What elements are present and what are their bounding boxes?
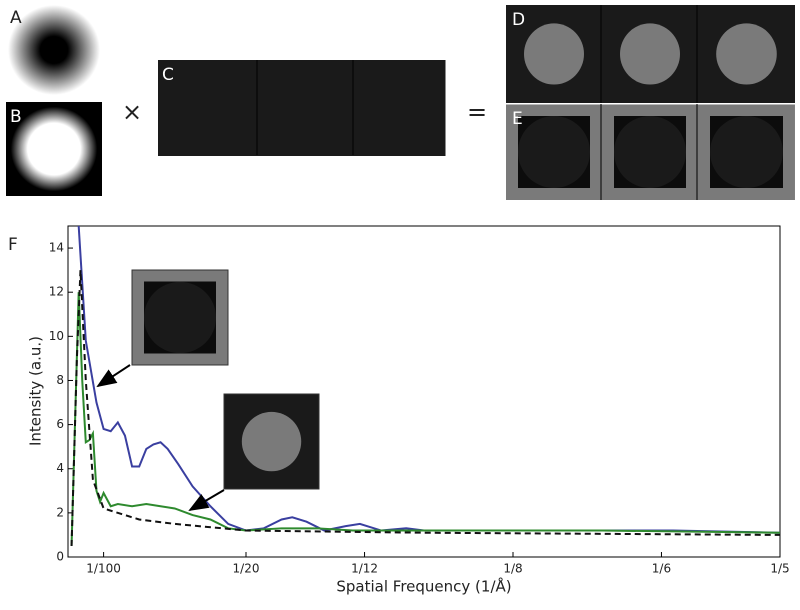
x-tick-label: 1/8	[503, 562, 522, 576]
y-tick-label: 12	[49, 285, 64, 299]
panel-b	[6, 102, 102, 196]
line-series	[70, 292, 780, 546]
operator: =	[467, 98, 487, 126]
panel-d	[506, 5, 795, 103]
panel-label: B	[10, 107, 22, 127]
panel-label: F	[8, 235, 18, 255]
x-tick-label: 1/5	[770, 562, 789, 576]
x-tick-label: 1/100	[86, 562, 121, 576]
y-tick-label: 8	[56, 373, 64, 387]
y-tick-label: 4	[56, 461, 64, 475]
x-tick-label: 1/6	[652, 562, 671, 576]
y-tick-label: 0	[56, 550, 64, 564]
y-tick-label: 10	[49, 329, 64, 343]
x-tick-label: 1/12	[351, 562, 378, 576]
x-axis-label: Spatial Frequency (1/Å)	[336, 577, 511, 596]
operator: ×	[122, 98, 142, 126]
y-tick-label: 6	[56, 417, 64, 431]
panel-label: A	[10, 8, 22, 28]
y-tick-label: 2	[56, 505, 64, 519]
line-series	[70, 270, 780, 546]
panel-label: E	[512, 109, 523, 129]
panel-label: C	[162, 65, 174, 85]
y-axis-label: Intensity (a.u.)	[27, 336, 45, 446]
insets	[96, 269, 320, 512]
panel-label: D	[512, 10, 525, 30]
x-tick-label: 1/20	[233, 562, 260, 576]
panel-e	[506, 103, 795, 200]
panel-a	[8, 5, 100, 95]
plot-frame	[67, 225, 781, 558]
panel-c	[158, 60, 445, 156]
y-tick-label: 14	[49, 241, 64, 255]
